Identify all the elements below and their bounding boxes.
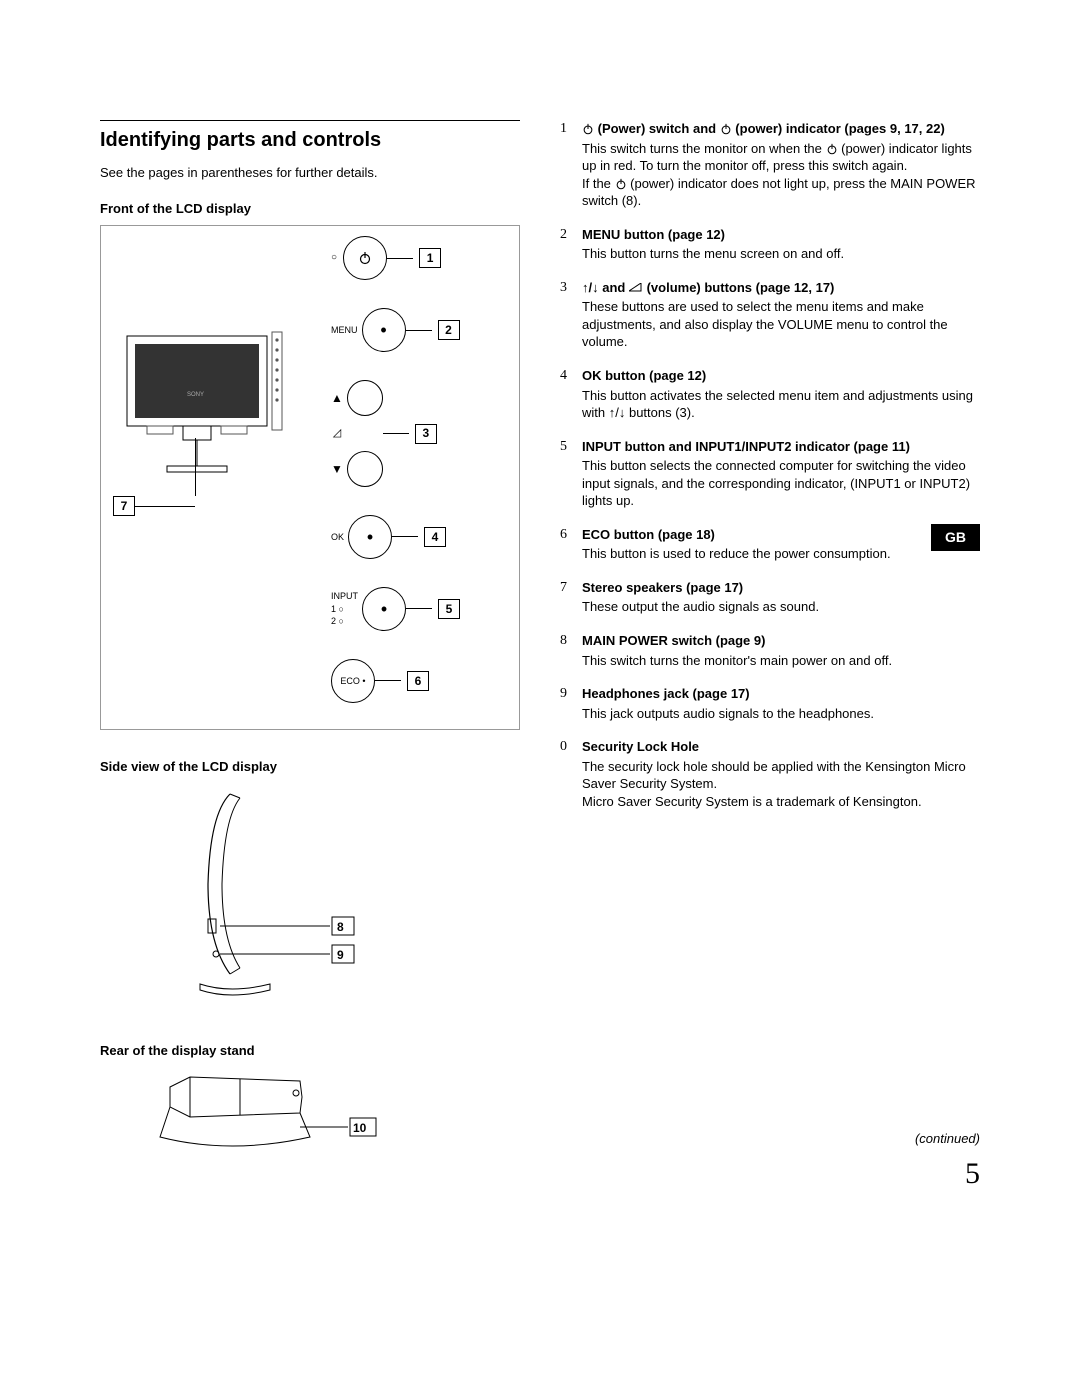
figure-front: SONY 7 ○ 1 xyxy=(100,225,520,730)
item-body: This button selects the connected comput… xyxy=(582,457,980,510)
item-5: 5 INPUT button and INPUT1/INPUT2 indicato… xyxy=(560,438,980,510)
callout-1: 1 xyxy=(419,248,441,268)
heading-front: Front of the LCD display xyxy=(100,200,520,218)
item-body: The security lock hole should be applied… xyxy=(582,758,980,811)
intro-text: See the pages in parentheses for further… xyxy=(100,164,520,182)
item-number: 7 xyxy=(560,579,567,598)
item-number: 6 xyxy=(560,526,567,545)
item-number: 3 xyxy=(560,279,567,298)
item-body: This button turns the menu screen on and… xyxy=(582,245,980,263)
item-6: 6 GBECO button (page 18)This button is us… xyxy=(560,526,980,563)
item-heading: ↑/↓ and (volume) buttons (page 12, 17) xyxy=(582,279,980,297)
item-heading: Security Lock Hole xyxy=(582,738,980,756)
label-input1: 1 xyxy=(331,604,336,614)
item-body: This switch turns the monitor's main pow… xyxy=(582,652,980,670)
label-eco: ECO xyxy=(340,675,360,687)
heading-side: Side view of the LCD display xyxy=(100,758,520,776)
item-heading: (Power) switch and (power) indicator (pa… xyxy=(582,120,980,138)
monitor-front-svg: SONY xyxy=(117,326,297,486)
item-7: 7 Stereo speakers (page 17)These output t… xyxy=(560,579,980,616)
section-title: Identifying parts and controls xyxy=(100,127,520,154)
svg-text:9: 9 xyxy=(337,948,344,962)
item-heading: MAIN POWER switch (page 9) xyxy=(582,632,980,650)
item-9: 9 Headphones jack (page 17) This jack outp… xyxy=(560,685,980,722)
continued-label: (continued) xyxy=(560,1130,980,1148)
svg-text:8: 8 xyxy=(337,920,344,934)
item-8: 8 MAIN POWER switch (page 9) This switch t… xyxy=(560,632,980,669)
item-heading: Stereo speakers (page 17) xyxy=(582,579,980,597)
gb-badge: GB xyxy=(931,524,980,551)
item-1: 1 (Power) switch and (power) indicator (… xyxy=(560,120,980,210)
label-input2: 2 xyxy=(331,616,336,626)
item-number: 9 xyxy=(560,685,567,704)
label-ok: OK xyxy=(331,531,344,544)
page-number: 5 xyxy=(560,1154,980,1195)
item-heading: MENU button (page 12) xyxy=(582,226,980,244)
item-heading: INPUT button and INPUT1/INPUT2 indicator… xyxy=(582,438,980,456)
callout-5: 5 xyxy=(438,599,460,619)
svg-text:10: 10 xyxy=(353,1121,367,1135)
heading-rear: Rear of the display stand xyxy=(100,1042,520,1060)
item-body: This jack outputs audio signals to the h… xyxy=(582,705,980,723)
item-heading: ECO button (page 18) xyxy=(582,526,980,544)
item-number: 0 xyxy=(560,738,567,757)
callout-4: 4 xyxy=(424,527,446,547)
item-body: This switch turns the monitor on when th… xyxy=(582,140,980,210)
label-menu: MENU xyxy=(331,324,358,337)
item-3: 3 ↑/↓ and (volume) buttons (page 12, 17)T… xyxy=(560,279,980,351)
callout-6: 6 xyxy=(407,671,429,691)
item-2: 2 MENU button (page 12)This button turns … xyxy=(560,226,980,263)
item-number: 4 xyxy=(560,367,567,386)
callout-2: 2 xyxy=(438,320,460,340)
callout-3: 3 xyxy=(415,424,437,444)
figure-rear: 10 xyxy=(100,1067,520,1177)
svg-text:SONY: SONY xyxy=(187,392,204,398)
item-body: These buttons are used to select the men… xyxy=(582,298,980,351)
item-heading: Headphones jack (page 17) xyxy=(582,685,980,703)
item-number: 8 xyxy=(560,632,567,651)
item-4: 4 OK button (page 12) This button activate… xyxy=(560,367,980,422)
item-number: 2 xyxy=(560,226,567,245)
item-0: 0 Security Lock Hole The security lock hol… xyxy=(560,738,980,810)
label-input: INPUT xyxy=(331,590,358,603)
power-icon xyxy=(343,236,387,280)
item-number: 1 xyxy=(560,120,567,139)
item-number: 5 xyxy=(560,438,567,457)
figure-side: 8 9 xyxy=(100,784,520,1014)
item-body: This button activates the selected menu … xyxy=(582,387,980,422)
item-body: This button is used to reduce the power … xyxy=(582,545,980,563)
callout-7: 7 xyxy=(113,496,135,516)
item-body: These output the audio signals as sound. xyxy=(582,598,980,616)
item-heading: OK button (page 12) xyxy=(582,367,980,385)
